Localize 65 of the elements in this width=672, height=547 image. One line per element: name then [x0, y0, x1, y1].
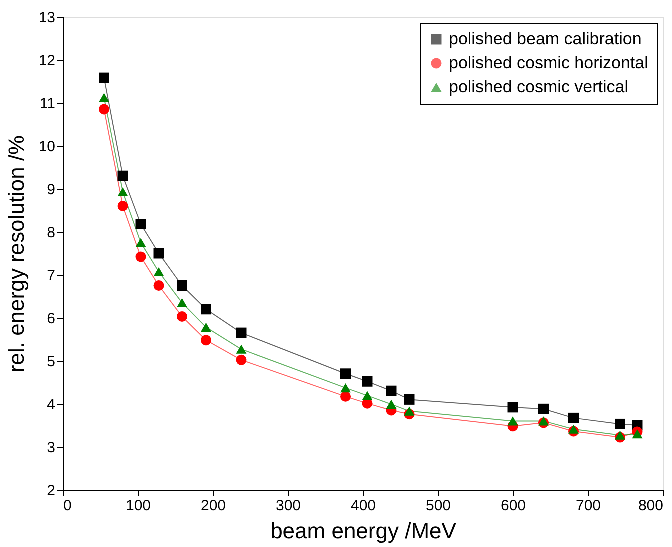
y-tick-label: 8	[47, 224, 56, 242]
point	[404, 394, 415, 405]
point	[632, 430, 643, 439]
point	[508, 416, 518, 426]
point	[386, 400, 397, 409]
point	[177, 311, 188, 322]
y-tick-label: 11	[40, 96, 56, 112]
legend-label: polished cosmic horizontal	[449, 54, 648, 72]
x-tick-label: 600	[500, 498, 526, 514]
point	[404, 406, 415, 416]
x-tick-label: 300	[276, 498, 302, 514]
point	[118, 200, 128, 212]
point	[118, 170, 128, 182]
point	[362, 376, 373, 387]
point	[154, 248, 164, 259]
y-tick-label: 9	[47, 182, 56, 198]
y-tick-label: 2	[47, 482, 56, 500]
point	[340, 384, 351, 393]
point	[236, 354, 247, 366]
x-tick-label: 0	[64, 498, 72, 514]
x-tick-label: 400	[350, 498, 376, 514]
y-tick-label: 6	[47, 310, 56, 328]
point	[136, 252, 146, 262]
x-tick-label: 200	[200, 498, 226, 514]
point	[340, 368, 351, 380]
point	[177, 280, 188, 291]
y-tick-label: 10	[38, 138, 56, 156]
x-tick-label: 700	[576, 498, 602, 514]
y-tick-label: 12	[38, 52, 56, 70]
point	[201, 335, 212, 346]
point	[236, 344, 247, 354]
legend-label: polished beam calibration	[449, 30, 642, 48]
y-tick-label: 3	[47, 440, 56, 456]
point	[615, 430, 626, 440]
x-axis-title: beam energy /MeV	[270, 518, 457, 544]
y-tick-label: 4	[47, 396, 56, 414]
point	[118, 187, 128, 197]
point	[362, 391, 373, 400]
point	[201, 322, 212, 332]
point	[154, 280, 164, 291]
point	[538, 404, 549, 414]
point	[136, 238, 146, 248]
point	[568, 412, 579, 424]
point	[615, 418, 626, 430]
point	[99, 104, 110, 115]
y-tick-label: 5	[47, 354, 56, 370]
x-tick-label: 100	[126, 498, 152, 514]
y-tick-label: 7	[47, 268, 56, 284]
x-tick-label: 800	[638, 498, 664, 514]
x-tick-label: 500	[426, 498, 452, 514]
point	[99, 72, 110, 84]
point	[538, 416, 549, 426]
point	[236, 328, 247, 338]
point	[340, 391, 351, 402]
point	[136, 219, 146, 230]
y-tick-label: 13	[38, 10, 56, 26]
point	[386, 386, 397, 396]
point	[177, 298, 188, 308]
legend-label: polished cosmic vertical	[449, 78, 629, 96]
point	[568, 424, 579, 434]
y-axis-title: rel. energy resolution /%	[4, 135, 29, 373]
point	[508, 402, 518, 413]
point	[99, 93, 110, 102]
point	[201, 304, 212, 315]
point	[154, 267, 164, 277]
